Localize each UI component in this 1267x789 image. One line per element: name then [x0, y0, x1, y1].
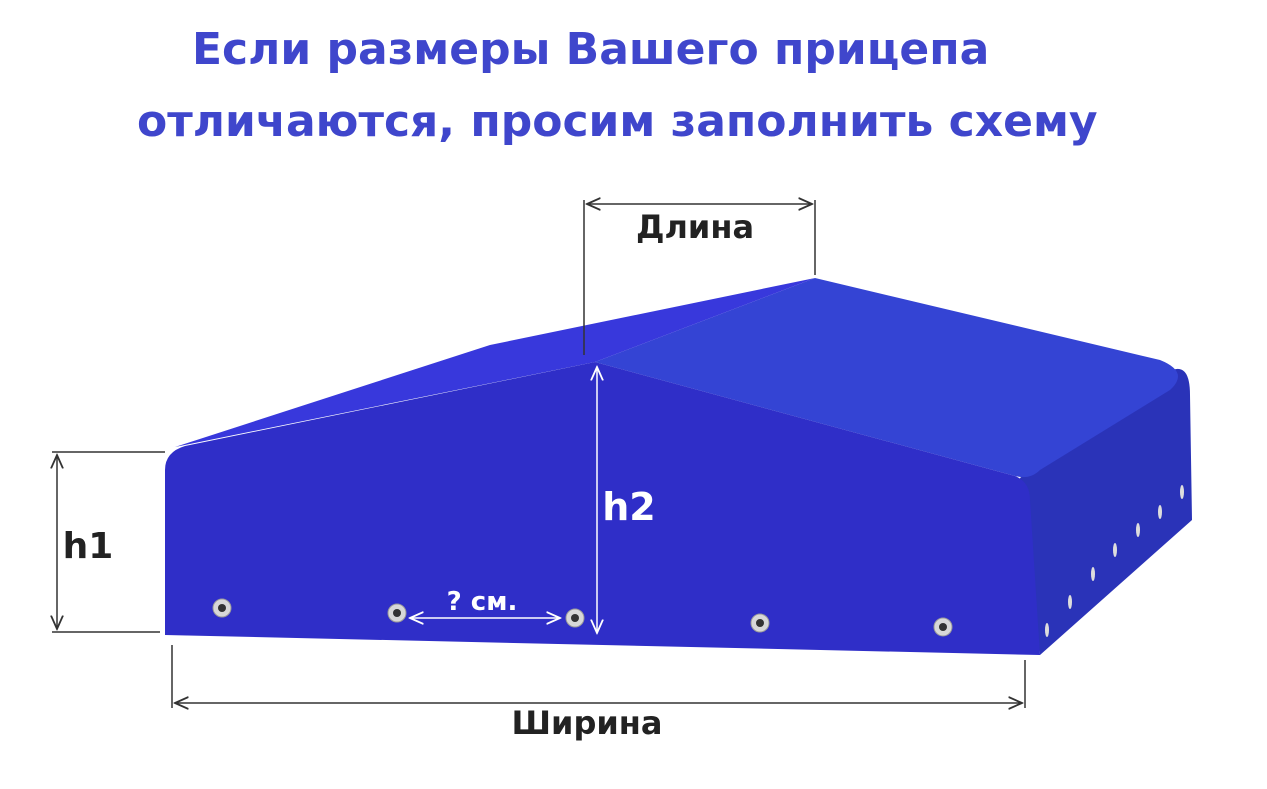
side-face — [1020, 368, 1192, 655]
title-line-1: Если размеры Вашего прицепа — [192, 24, 990, 75]
grommets — [212, 485, 1184, 637]
h2-label: h2 — [602, 485, 656, 529]
roof-left — [175, 278, 815, 447]
length-label: Длина — [636, 208, 754, 246]
spacing-label: ? см. — [447, 587, 518, 617]
title-line-2: отличаются, просим заполнить схему — [137, 96, 1098, 147]
roof-right — [595, 278, 1178, 478]
h1-label: h1 — [63, 526, 114, 567]
width-label: Ширина — [512, 704, 663, 742]
